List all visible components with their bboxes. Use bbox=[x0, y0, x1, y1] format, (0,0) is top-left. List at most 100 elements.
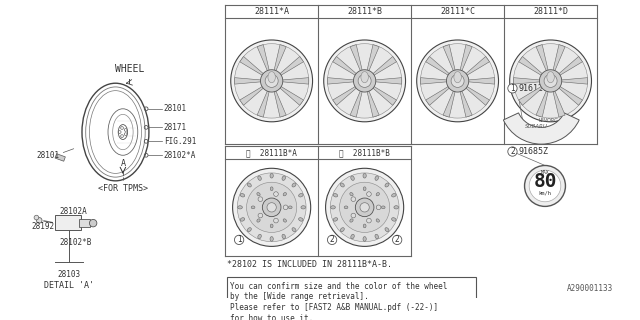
Circle shape bbox=[265, 74, 278, 87]
Ellipse shape bbox=[375, 234, 378, 239]
Ellipse shape bbox=[270, 173, 273, 178]
Bar bbox=[79, 220, 90, 227]
Text: km/h: km/h bbox=[538, 191, 552, 196]
Polygon shape bbox=[467, 78, 495, 84]
Ellipse shape bbox=[381, 206, 385, 209]
Circle shape bbox=[328, 44, 402, 118]
Polygon shape bbox=[367, 90, 379, 117]
Polygon shape bbox=[553, 45, 565, 72]
Ellipse shape bbox=[392, 194, 396, 197]
Polygon shape bbox=[274, 90, 286, 117]
Ellipse shape bbox=[364, 224, 366, 228]
Ellipse shape bbox=[292, 228, 296, 232]
Circle shape bbox=[262, 198, 281, 217]
Ellipse shape bbox=[364, 187, 366, 191]
Ellipse shape bbox=[282, 234, 285, 239]
Ellipse shape bbox=[299, 194, 303, 197]
Text: 916121: 916121 bbox=[518, 84, 548, 93]
Ellipse shape bbox=[301, 206, 305, 209]
Circle shape bbox=[36, 218, 42, 223]
Circle shape bbox=[90, 220, 97, 227]
Circle shape bbox=[274, 218, 278, 223]
Circle shape bbox=[451, 74, 464, 87]
Circle shape bbox=[529, 170, 561, 202]
Bar bbox=[55, 215, 81, 230]
Text: 28171: 28171 bbox=[164, 123, 187, 132]
Text: for how to use it.: for how to use it. bbox=[230, 314, 313, 320]
Polygon shape bbox=[240, 86, 264, 105]
Circle shape bbox=[392, 235, 402, 244]
Text: 28102A: 28102A bbox=[60, 207, 88, 216]
Text: 28111*B: 28111*B bbox=[347, 7, 382, 16]
Text: 28102*A: 28102*A bbox=[164, 151, 196, 160]
Ellipse shape bbox=[247, 183, 252, 187]
Polygon shape bbox=[274, 45, 286, 72]
Text: <FOR TPMS>: <FOR TPMS> bbox=[98, 184, 148, 193]
Text: 2: 2 bbox=[510, 147, 515, 156]
Polygon shape bbox=[460, 90, 472, 117]
Circle shape bbox=[237, 173, 306, 242]
Ellipse shape bbox=[282, 176, 285, 180]
Ellipse shape bbox=[363, 236, 366, 241]
Ellipse shape bbox=[385, 183, 389, 187]
Circle shape bbox=[376, 205, 381, 210]
Ellipse shape bbox=[270, 187, 273, 191]
Polygon shape bbox=[443, 45, 456, 72]
Polygon shape bbox=[240, 57, 264, 76]
Ellipse shape bbox=[240, 194, 244, 197]
Polygon shape bbox=[465, 57, 490, 76]
Ellipse shape bbox=[257, 219, 260, 222]
Ellipse shape bbox=[394, 206, 399, 209]
Text: WHEEL: WHEEL bbox=[115, 64, 144, 74]
Circle shape bbox=[420, 44, 495, 118]
Text: Please refer to [FAST2 A&B MANUAL.pdf (-22-)]: Please refer to [FAST2 A&B MANUAL.pdf (-… bbox=[230, 303, 438, 312]
Text: 2: 2 bbox=[330, 236, 335, 244]
Ellipse shape bbox=[340, 183, 344, 187]
Circle shape bbox=[508, 147, 517, 156]
Ellipse shape bbox=[350, 193, 353, 196]
Circle shape bbox=[513, 44, 588, 118]
Circle shape bbox=[540, 70, 562, 92]
Polygon shape bbox=[420, 78, 449, 84]
Polygon shape bbox=[367, 45, 379, 72]
Polygon shape bbox=[553, 90, 565, 117]
Ellipse shape bbox=[344, 206, 348, 209]
Polygon shape bbox=[536, 90, 548, 117]
Polygon shape bbox=[518, 57, 543, 76]
Ellipse shape bbox=[270, 236, 273, 241]
Ellipse shape bbox=[289, 206, 292, 209]
Circle shape bbox=[358, 74, 371, 87]
Ellipse shape bbox=[547, 72, 554, 83]
Polygon shape bbox=[278, 57, 303, 76]
Text: A290001133: A290001133 bbox=[566, 284, 613, 293]
Ellipse shape bbox=[333, 218, 338, 221]
Circle shape bbox=[326, 168, 404, 246]
Ellipse shape bbox=[361, 72, 369, 83]
Polygon shape bbox=[278, 86, 303, 105]
Polygon shape bbox=[513, 78, 541, 84]
Circle shape bbox=[34, 215, 39, 220]
Text: You can confirm size and the color of the wheel: You can confirm size and the color of th… bbox=[230, 282, 447, 291]
Text: 28192: 28192 bbox=[32, 222, 55, 231]
Ellipse shape bbox=[251, 206, 255, 209]
Text: ※  28111B*A: ※ 28111B*A bbox=[246, 148, 297, 157]
Circle shape bbox=[355, 198, 374, 217]
Text: 80: 80 bbox=[533, 172, 557, 191]
Text: 28103: 28103 bbox=[58, 270, 81, 279]
Circle shape bbox=[234, 44, 309, 118]
Circle shape bbox=[274, 192, 278, 196]
Circle shape bbox=[525, 165, 566, 206]
Circle shape bbox=[447, 70, 468, 92]
Ellipse shape bbox=[299, 218, 303, 221]
Text: 28111*A: 28111*A bbox=[254, 7, 289, 16]
Circle shape bbox=[417, 40, 499, 122]
Text: ※  28111B*B: ※ 28111B*B bbox=[339, 148, 390, 157]
Text: 91685Z: 91685Z bbox=[518, 147, 548, 156]
Circle shape bbox=[351, 213, 356, 218]
Ellipse shape bbox=[351, 234, 355, 239]
Polygon shape bbox=[372, 57, 397, 76]
Polygon shape bbox=[443, 90, 456, 117]
Circle shape bbox=[544, 74, 557, 87]
Text: 28102*B: 28102*B bbox=[60, 238, 92, 247]
Ellipse shape bbox=[258, 234, 261, 239]
